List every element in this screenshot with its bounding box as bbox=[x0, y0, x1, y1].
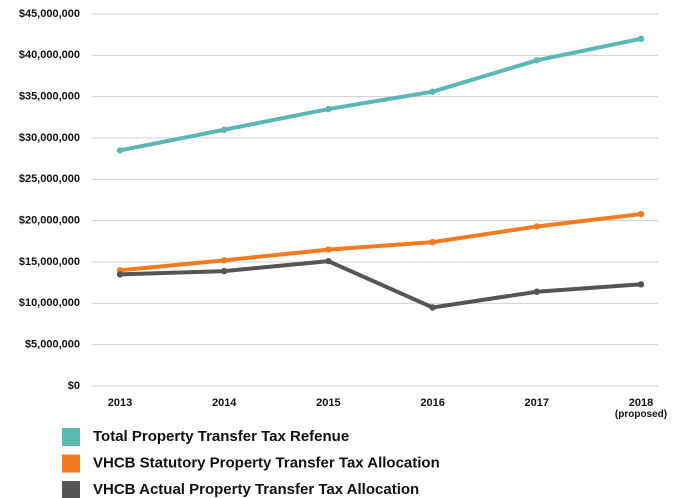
y-tick-label: $10,000,000 bbox=[19, 297, 80, 309]
data-point bbox=[325, 105, 332, 113]
legend-entry: VHCB Actual Property Transfer Tax Alloca… bbox=[62, 481, 419, 498]
data-point bbox=[637, 281, 645, 288]
y-tick-label: $25,000,000 bbox=[19, 173, 80, 185]
legend-label: VHCB Statutory Property Transfer Tax All… bbox=[93, 454, 440, 471]
legend-label: VHCB Actual Property Transfer Tax Alloca… bbox=[93, 481, 419, 498]
y-tick-label: $30,000,000 bbox=[19, 132, 80, 144]
data-point bbox=[637, 35, 645, 42]
legend-label: Total Property Transfer Tax Refenue bbox=[93, 428, 349, 445]
data-point bbox=[533, 57, 540, 64]
data-point bbox=[116, 147, 124, 154]
series-line bbox=[118, 36, 643, 153]
legend-swatch bbox=[62, 454, 80, 473]
x-tick-label: 2014 bbox=[212, 397, 237, 409]
x-tick-label: 2015 bbox=[316, 397, 340, 409]
data-point bbox=[429, 238, 436, 246]
legend-swatch bbox=[62, 428, 80, 446]
legend-entry: Total Property Transfer Tax Refenue bbox=[62, 428, 349, 446]
legend-entry: VHCB Statutory Property Transfer Tax All… bbox=[62, 454, 440, 473]
data-point bbox=[637, 210, 645, 218]
series-line bbox=[118, 259, 643, 310]
data-point bbox=[533, 288, 540, 295]
data-point bbox=[221, 257, 228, 264]
data-point bbox=[325, 257, 332, 265]
data-point bbox=[533, 223, 540, 230]
x-tick-label: 2017 bbox=[525, 397, 549, 409]
legend-swatch bbox=[62, 481, 80, 498]
y-tick-label: $20,000,000 bbox=[19, 215, 80, 227]
data-point bbox=[429, 88, 436, 95]
x-tick-label: 2018 (proposed) bbox=[615, 397, 667, 420]
y-tick-label: $35,000,000 bbox=[19, 91, 80, 103]
data-point bbox=[325, 246, 332, 253]
data-point bbox=[221, 267, 228, 275]
x-tick-label: 2013 bbox=[108, 397, 132, 409]
data-point bbox=[429, 304, 436, 311]
y-tick-label: $45,000,000 bbox=[19, 8, 80, 20]
data-point bbox=[116, 271, 124, 278]
y-tick-label: $40,000,000 bbox=[19, 49, 80, 61]
y-tick-label: $0 bbox=[68, 380, 80, 392]
y-tick-label: $15,000,000 bbox=[19, 256, 80, 268]
series-line bbox=[118, 212, 643, 273]
data-point bbox=[221, 126, 228, 133]
y-tick-label: $5,000,000 bbox=[25, 339, 80, 351]
x-tick-label: 2016 bbox=[420, 397, 444, 409]
